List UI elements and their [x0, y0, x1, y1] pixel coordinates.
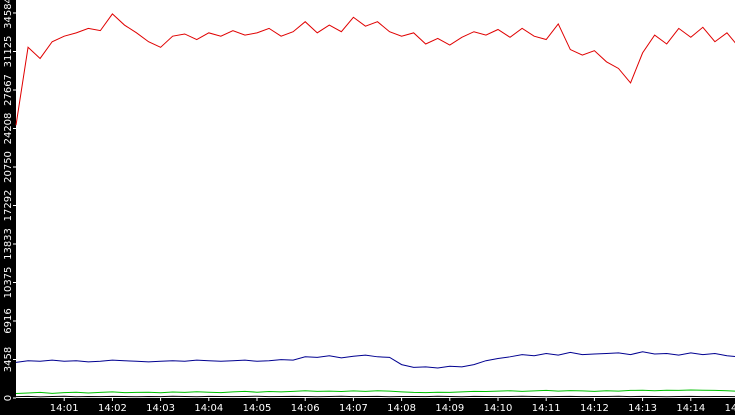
x-tick-label: 14:10	[484, 403, 513, 414]
y-tick-label: 34584	[3, 0, 14, 29]
series-line	[15, 389, 735, 395]
x-tick-label: 14:13	[628, 403, 657, 414]
y-tick-label: 6916	[3, 308, 14, 333]
x-tick-label: 14:08	[387, 403, 416, 414]
y-tick-label: 20750	[3, 151, 14, 183]
y-tick-label: 13833	[3, 228, 14, 260]
y-tick-label: 3458	[3, 347, 14, 372]
y-axis-bar	[0, 0, 16, 415]
x-tick-label: 14:09	[435, 403, 464, 414]
y-tick-label: 17292	[3, 190, 14, 222]
x-tick-label: 14:11	[532, 403, 561, 414]
x-tick-label: 14:01	[50, 403, 79, 414]
x-tick-label: 14:04	[194, 403, 223, 414]
x-tick-label: 14:03	[146, 403, 175, 414]
y-tick-label: 27667	[3, 74, 14, 106]
x-tick-label: 14:02	[98, 403, 127, 414]
x-tick-label: 14:06	[291, 403, 320, 414]
y-tick-label: 10375	[3, 267, 14, 299]
x-tick-label: 14:12	[580, 403, 609, 414]
series-line	[15, 13, 735, 126]
y-tick-label: 31125	[3, 36, 14, 68]
x-tick-label: 14:15	[725, 403, 735, 414]
x-tick-label: 14:14	[676, 403, 705, 414]
x-axis-bar	[0, 398, 735, 415]
x-tick-label: 14:07	[339, 403, 368, 414]
series-line	[15, 351, 735, 369]
y-tick-label: 0	[3, 395, 14, 401]
x-tick-label: 14:05	[243, 403, 272, 414]
y-tick-label: 24208	[3, 113, 14, 145]
series-line	[15, 395, 735, 398]
